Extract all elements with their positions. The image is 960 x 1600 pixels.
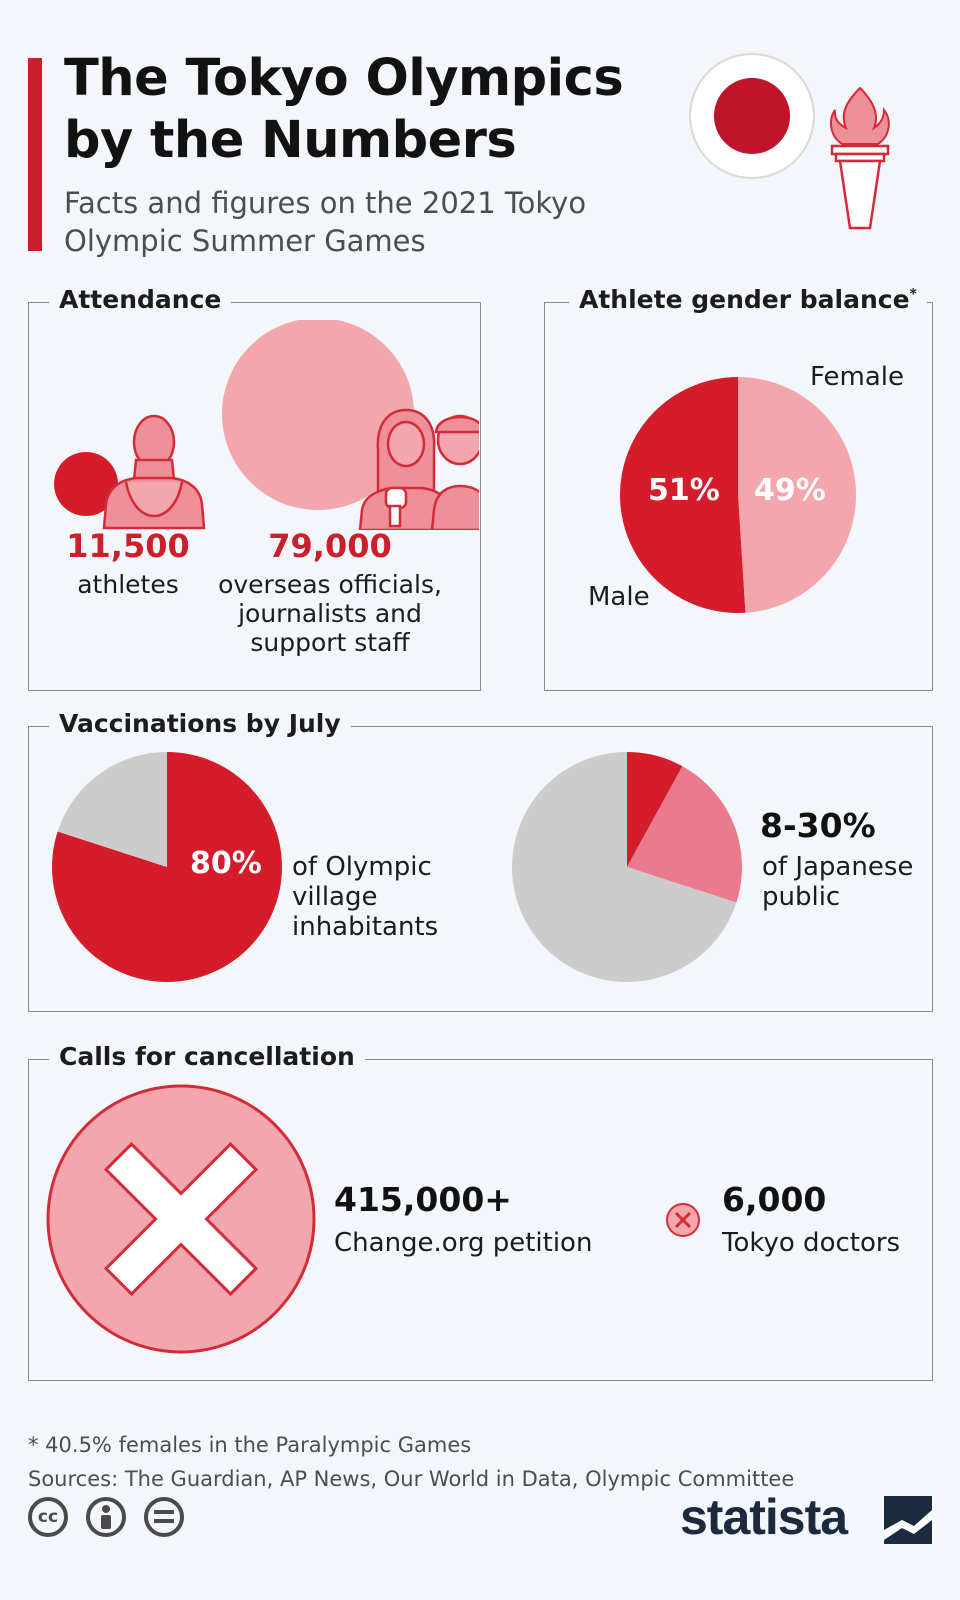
subtitle-line-2: Olympic Summer Games — [64, 224, 426, 258]
attendance-graphic — [54, 320, 479, 530]
attendance-label: Attendance — [49, 285, 232, 314]
gender-label: Athlete gender balance* — [569, 285, 927, 314]
official-flag-icon — [430, 414, 479, 530]
page-subtitle: Facts and figures on the 2021 Tokyo Olym… — [64, 184, 624, 260]
pie-slice-vaccinated-low- — [627, 752, 683, 867]
female-label: Female — [810, 362, 905, 392]
japan-flag-icon — [689, 53, 815, 179]
public-text-line-2: public — [762, 882, 841, 912]
female-pct-label: 49% — [754, 473, 826, 508]
cancel-x-icon — [46, 1084, 316, 1354]
village-text-line-3: inhabitants — [292, 912, 439, 942]
no-derivatives-icon[interactable] — [144, 1497, 184, 1537]
staff-text-line-2: journalists and — [238, 599, 422, 628]
village-vaccination-pie — [51, 752, 282, 982]
pie-slice-female — [738, 377, 856, 613]
village-pct-label: 80% — [190, 846, 262, 881]
person-glyph-icon — [101, 1505, 111, 1529]
statista-logo-mark-icon — [884, 1496, 932, 1544]
subtitle-line-1: Facts and figures on the 2021 Tokyo — [64, 186, 587, 220]
pie-slice-vaccinated — [51, 752, 282, 982]
vaccinations-label: Vaccinations by July — [49, 709, 351, 738]
cc-license-icon[interactable]: cc — [28, 1497, 68, 1537]
staff-bubble — [222, 320, 414, 510]
staff-text-line-1: overseas officials, — [218, 570, 442, 599]
staff-text: overseas officials, journalists and supp… — [200, 570, 460, 657]
vaccinations-panel: Vaccinations by July — [28, 709, 933, 1012]
public-vaccination-pie — [511, 752, 742, 982]
page-title: The Tokyo Olympics by the Numbers — [64, 48, 664, 172]
olympic-torch-icon — [829, 86, 890, 230]
male-pct-label: 51% — [648, 473, 720, 508]
equals-glyph-icon — [154, 1510, 174, 1523]
attribution-icon[interactable] — [86, 1497, 126, 1537]
attendance-panel: Attendance — [28, 285, 481, 691]
petition-value: 415,000+ — [334, 1180, 512, 1219]
title-accent-bar — [28, 58, 42, 251]
doctors-value: 6,000 — [722, 1180, 827, 1219]
doctors-text: Tokyo doctors — [722, 1228, 901, 1258]
village-text-line-1: of Olympic — [292, 852, 432, 882]
cancellation-panel: Calls for cancellation — [28, 1042, 933, 1381]
small-cancel-icon — [666, 1203, 700, 1237]
gender-label-text: Athlete gender balance — [579, 285, 910, 314]
title-line-2: by the Numbers — [64, 111, 517, 170]
public-text-line-1: of Japanese — [762, 852, 914, 882]
athletes-bubble — [54, 452, 118, 516]
athletes-value: 11,500 — [66, 527, 190, 565]
pie-slice-vaccinated-range-to-high- — [627, 766, 742, 903]
pie-slice-not-vaccinated — [57, 752, 167, 867]
footnote: * 40.5% females in the Paralympic Games — [28, 1433, 472, 1457]
public-value: 8-30% — [760, 806, 876, 845]
statista-logo[interactable]: statista — [680, 1489, 848, 1545]
gender-pie-chart — [619, 377, 856, 613]
staff-text-line-3: support staff — [250, 628, 410, 657]
pie-slice-not-vaccinated — [511, 752, 737, 982]
sources: Sources: The Guardian, AP News, Our Worl… — [28, 1467, 795, 1491]
title-line-1: The Tokyo Olympics — [64, 49, 624, 108]
athletes-text: athletes — [77, 570, 179, 599]
village-text-line-2: village — [292, 882, 378, 912]
male-label: Male — [588, 582, 650, 612]
athlete-person-icon — [102, 414, 206, 530]
gender-asterisk: * — [909, 286, 917, 303]
gender-panel: Athlete gender balance* — [544, 285, 933, 691]
journalist-woman-icon — [358, 408, 454, 530]
petition-text: Change.org petition — [334, 1228, 593, 1258]
staff-value: 79,000 — [268, 527, 392, 565]
cancellation-label: Calls for cancellation — [49, 1042, 365, 1071]
public-text: of Japanese public — [762, 852, 913, 912]
village-text: of Olympic village inhabitants — [292, 852, 438, 942]
pie-slice-male — [619, 377, 746, 613]
